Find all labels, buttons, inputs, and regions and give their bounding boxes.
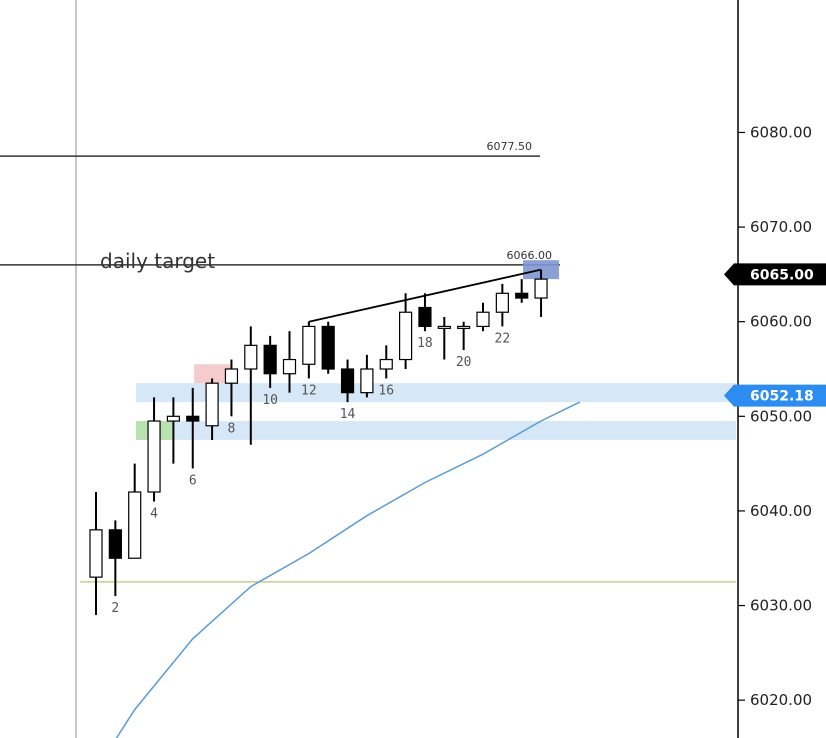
candles-layer (89, 269, 548, 615)
highlight-1 (194, 364, 231, 384)
candle-body-18 (418, 306, 432, 328)
levels-layer: 6077.50 6066.00 daily target (0, 0, 736, 738)
bar-label-18: 18 (417, 336, 433, 351)
candle-body-11 (282, 358, 297, 375)
candle-body-10 (263, 344, 277, 375)
candle-body-5 (166, 415, 180, 422)
bar-label-6: 6 (189, 473, 197, 488)
bar-label-14: 14 (340, 407, 356, 422)
level-label-0: 6077.50 (487, 140, 533, 153)
candle-body-20 (457, 325, 471, 330)
ema-price-badge-text: 6052.18 (750, 389, 814, 405)
bar-labels-layer: 2 4 6 8 10 12 14 16 18 20 22 (111, 331, 510, 616)
price-axis[interactable]: 6020.00 6030.00 6040.00 6050.00 6060.00 6070.… (724, 0, 826, 738)
candle-body-17 (399, 311, 413, 361)
candle-body-12 (302, 325, 316, 365)
ema-layer (115, 401, 581, 738)
bar-label-12: 12 (301, 383, 317, 398)
candle-body-22 (495, 292, 509, 313)
y-tick-label-6050.00: 6050.00 (750, 407, 812, 425)
candle-body-6 (186, 415, 200, 422)
zones-layer (136, 383, 736, 440)
candle-body-16 (379, 358, 393, 370)
candle-body-15 (360, 368, 374, 394)
current-price-badge-bg (724, 263, 826, 286)
y-tick-label-6030.00: 6030.00 (750, 597, 812, 615)
trend-layer (308, 268, 542, 323)
ema-price-badge-bg (724, 384, 826, 407)
zone-0 (136, 383, 736, 403)
level-annotation-1: daily target (100, 249, 215, 273)
level-label-1: 6066.00 (507, 249, 553, 262)
candle-body-13 (321, 325, 335, 370)
candle-body-19 (437, 325, 451, 330)
y-tick-label-6080.00: 6080.00 (750, 123, 812, 141)
candle-body-1 (89, 529, 103, 578)
ema-line (115, 401, 581, 738)
zone-1 (136, 421, 736, 440)
current-price-badge-text: 6065.00 (750, 267, 814, 283)
bar-label-16: 16 (378, 383, 394, 398)
bar-label-4: 4 (150, 506, 158, 521)
candle-body-7 (205, 382, 219, 427)
y-tick-label-6020.00: 6020.00 (750, 691, 812, 709)
y-tick-label-6040.00: 6040.00 (750, 502, 812, 520)
bar-label-22: 22 (495, 331, 511, 346)
candle-body-21 (476, 311, 490, 328)
bar-label-2: 2 (111, 601, 119, 616)
y-tick-label-6070.00: 6070.00 (750, 218, 812, 236)
trendline (308, 268, 542, 323)
candle-body-9 (244, 344, 258, 370)
bar-label-8: 8 (228, 421, 236, 436)
candle-body-4 (147, 420, 161, 493)
bar-label-20: 20 (456, 355, 472, 370)
candle-body-14 (340, 368, 355, 394)
candle-body-2 (108, 529, 122, 559)
bar-label-10: 10 (262, 393, 278, 408)
candle-body-24 (534, 278, 548, 299)
candle-body-3 (128, 491, 142, 559)
y-tick-label-6060.00: 6060.00 (750, 313, 812, 331)
candle-body-8 (224, 368, 239, 384)
candle-body-23 (515, 292, 529, 299)
